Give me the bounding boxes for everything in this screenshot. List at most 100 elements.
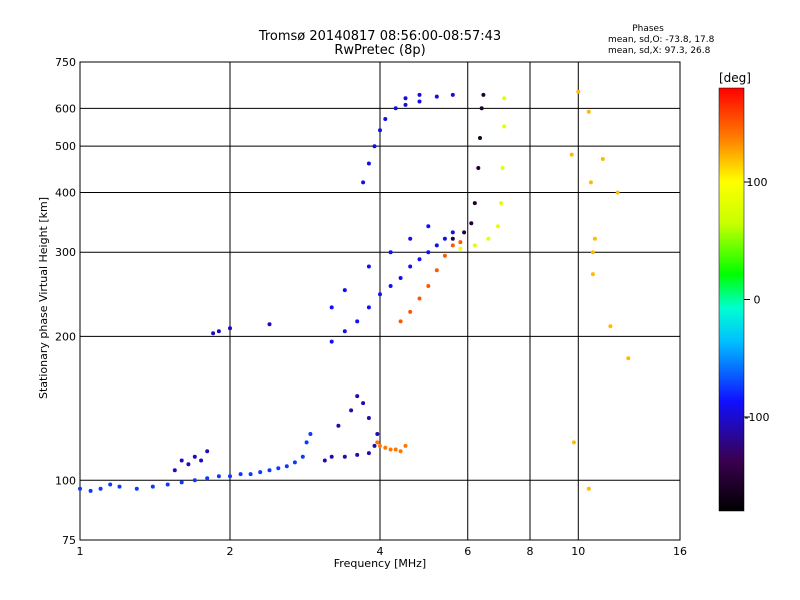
data-point xyxy=(479,106,484,111)
data-point xyxy=(590,272,595,277)
data-point xyxy=(375,432,380,436)
data-point xyxy=(408,264,413,269)
data-point xyxy=(366,305,371,310)
data-point xyxy=(615,190,620,195)
data-point xyxy=(342,454,347,459)
data-point xyxy=(434,243,439,248)
data-point xyxy=(458,240,463,245)
data-point xyxy=(408,236,413,241)
data-point xyxy=(403,102,408,107)
data-point xyxy=(592,236,597,241)
data-point xyxy=(366,451,371,456)
data-point xyxy=(329,454,334,459)
data-point xyxy=(179,480,184,485)
data-point xyxy=(462,230,467,235)
data-point xyxy=(434,268,439,273)
y-tick-label: 750 xyxy=(55,56,76,69)
data-point xyxy=(442,253,447,258)
title-block: Tromsø 20140817 08:56:00-08:57:43 RwPret… xyxy=(258,29,501,58)
y-tick-label: 300 xyxy=(55,246,76,259)
data-point xyxy=(481,92,486,97)
data-point xyxy=(408,309,413,314)
data-point xyxy=(398,276,403,280)
data-point xyxy=(502,96,507,101)
data-point xyxy=(267,468,272,473)
x-axis-label: Frequency [MHz] xyxy=(334,557,426,570)
data-point xyxy=(355,319,360,324)
data-point xyxy=(450,92,455,97)
data-point xyxy=(403,96,408,101)
data-point xyxy=(108,482,113,487)
x-tick-label: 10 xyxy=(571,545,585,558)
data-point xyxy=(366,416,371,420)
x-tick-label: 16 xyxy=(673,545,687,558)
data-point xyxy=(238,472,243,477)
data-point xyxy=(329,305,334,310)
data-point xyxy=(426,224,431,229)
data-point xyxy=(417,99,422,104)
data-point xyxy=(228,326,232,331)
grid-lines xyxy=(80,62,680,540)
data-point xyxy=(117,484,122,489)
data-point xyxy=(372,443,377,448)
data-point xyxy=(502,124,507,129)
data-point xyxy=(78,486,82,491)
data-point xyxy=(98,486,103,491)
y-tick-label: 400 xyxy=(55,186,76,199)
data-point xyxy=(458,246,463,251)
chart-subtitle: RwPretec (8p) xyxy=(334,43,425,58)
data-point xyxy=(388,447,393,452)
data-point xyxy=(342,329,347,334)
data-point xyxy=(205,476,210,481)
data-point xyxy=(228,474,232,479)
data-point xyxy=(478,136,482,140)
data-point xyxy=(134,486,139,491)
data-point xyxy=(205,449,210,454)
data-point xyxy=(361,180,366,185)
data-point xyxy=(600,157,605,161)
data-point xyxy=(378,292,382,297)
data-point xyxy=(393,106,398,111)
data-point xyxy=(375,440,380,445)
data-point xyxy=(383,117,388,121)
colorbar-tick-label: -100 xyxy=(745,411,770,424)
data-point xyxy=(372,144,377,149)
data-point xyxy=(292,460,297,465)
data-point xyxy=(258,470,263,475)
data-point xyxy=(216,329,221,334)
data-point xyxy=(442,236,447,241)
data-point xyxy=(388,284,393,288)
data-point xyxy=(355,452,360,457)
data-point xyxy=(388,250,393,255)
data-point xyxy=(586,486,591,491)
data-point xyxy=(284,464,289,469)
x-tick-label: 6 xyxy=(464,545,471,558)
colorbar-tick-label: 100 xyxy=(747,176,768,189)
data-point xyxy=(576,89,581,94)
data-point xyxy=(586,109,591,114)
data-point xyxy=(329,339,334,344)
data-point xyxy=(486,236,491,241)
y-tick-label: 75 xyxy=(62,534,76,547)
data-point xyxy=(434,94,439,99)
data-point xyxy=(300,454,305,459)
data-point xyxy=(398,449,403,454)
colorbar-label: [deg] xyxy=(719,71,751,85)
stats-header: Phases xyxy=(632,24,664,34)
data-point xyxy=(417,257,422,262)
data-point xyxy=(469,221,474,226)
data-point xyxy=(472,201,477,206)
data-point xyxy=(626,356,631,361)
data-point xyxy=(361,401,366,406)
data-point xyxy=(276,466,281,471)
data-point xyxy=(216,474,221,479)
data-point xyxy=(608,324,613,329)
y-tick-label: 600 xyxy=(55,102,76,115)
stats-line-x: mean, sd,X: 97.3, 26.8 xyxy=(608,46,711,56)
data-points xyxy=(78,89,631,493)
data-point xyxy=(186,462,191,467)
chart-title: Tromsø 20140817 08:56:00-08:57:43 xyxy=(258,29,501,44)
data-point xyxy=(378,443,382,448)
data-point xyxy=(179,458,184,463)
phase-stats: Phases mean, sd,O: -73.8, 17.8 mean, sd,… xyxy=(608,24,715,56)
